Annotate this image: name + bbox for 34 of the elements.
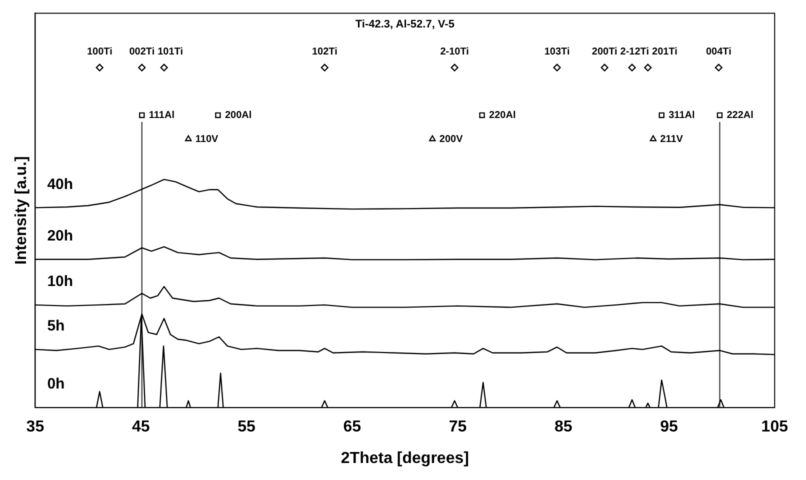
annotation: 220Al	[489, 110, 516, 121]
series-label: 20h	[47, 228, 74, 244]
annotation: 211V	[660, 134, 684, 145]
annotation: 004Ti	[706, 46, 732, 58]
annotation: 100Ti	[86, 46, 113, 58]
chart-title: Ti-42.3, Al-52.7, V-5	[355, 18, 454, 31]
x-tick-label: 75	[448, 418, 467, 436]
annotation: 102Ti	[312, 46, 338, 58]
annotation: 2-12Ti	[620, 46, 650, 58]
x-tick-label: 85	[554, 418, 572, 436]
x-tick-label: 35	[26, 418, 44, 436]
series-label: 5h	[47, 318, 65, 335]
annotation: 200V	[439, 134, 464, 145]
series-label: 0h	[47, 376, 65, 393]
series-label: 10h	[47, 273, 74, 290]
x-tick-label: 45	[132, 418, 150, 436]
x-tick-label: 55	[238, 418, 256, 436]
annotation: 200Al	[224, 110, 252, 121]
annotation: 111Al	[148, 110, 175, 121]
annotation: 110V	[195, 134, 219, 145]
annotation: 222Al	[726, 110, 754, 121]
x-tick-label: 65	[343, 418, 362, 436]
annotation: 201Ti	[652, 46, 678, 58]
annotation: 101Ti	[158, 46, 184, 58]
series-label: 40h	[47, 176, 74, 193]
x-tick-label: 95	[660, 418, 678, 436]
annotation: 002Ti	[129, 46, 155, 58]
annotation: 311Al	[668, 110, 695, 121]
annotation: 103Ti	[544, 46, 570, 58]
annotation: 200Ti	[592, 46, 618, 58]
x-tick-label: 105	[761, 418, 788, 436]
y-axis-title: Intensity [a.u.]	[13, 156, 30, 265]
annotation: 2-10Ti	[440, 46, 470, 58]
x-axis-title: 2Theta [degrees]	[340, 450, 469, 467]
